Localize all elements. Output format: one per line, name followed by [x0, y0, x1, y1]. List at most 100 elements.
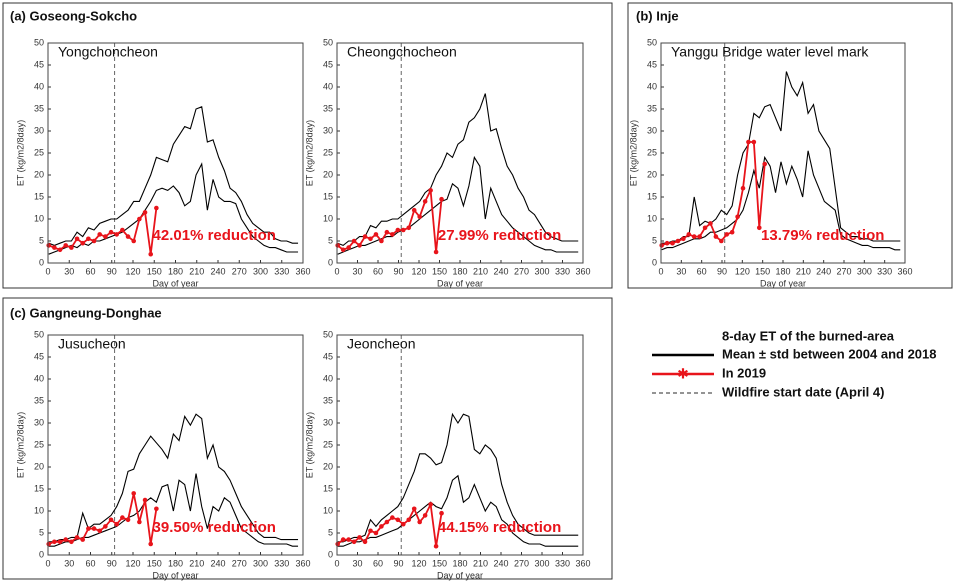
data-point	[411, 506, 417, 512]
data-point	[154, 205, 159, 211]
y-tick-label: 20	[647, 169, 657, 179]
data-point	[681, 236, 686, 242]
data-point	[362, 539, 368, 545]
data-point	[433, 249, 439, 255]
axes-frame	[336, 334, 584, 556]
x-tick-label: 150	[755, 266, 770, 276]
data-point	[351, 539, 357, 545]
x-tick-label: 90	[393, 558, 403, 568]
x-tick-label: 30	[352, 266, 362, 276]
x-tick-label: 180	[775, 266, 790, 276]
x-tick-label: 120	[411, 558, 426, 568]
data-point	[406, 517, 412, 523]
x-tick-label: 270	[232, 558, 247, 568]
y-tick-label: 25	[34, 439, 44, 449]
y-tick-label: 40	[34, 81, 44, 91]
data-point	[390, 515, 395, 520]
y-axis-label: ET (kg/m2/8day)	[304, 412, 314, 478]
x-tick-label: 0	[334, 266, 339, 276]
data-point	[373, 530, 379, 536]
series-line	[337, 155, 579, 255]
data-point	[751, 139, 757, 145]
data-point	[740, 185, 746, 191]
x-tick-label: 0	[658, 266, 663, 276]
x-tick-label: 150	[432, 558, 447, 568]
y-tick-label: 5	[328, 527, 333, 537]
data-point	[69, 539, 74, 545]
x-tick-label: 150	[147, 558, 162, 568]
x-tick-label: 30	[676, 266, 686, 276]
data-point	[417, 519, 422, 525]
y-tick-label: 50	[34, 329, 44, 339]
axes-frame	[47, 334, 304, 556]
y-tick-label: 25	[34, 147, 44, 157]
data-point	[428, 188, 433, 193]
data-point	[114, 232, 120, 237]
series-line	[48, 473, 299, 547]
data-point	[395, 517, 401, 523]
series-line	[48, 106, 299, 246]
data-point	[80, 240, 86, 246]
x-tick-label: 0	[45, 266, 50, 276]
y-tick-label: 20	[34, 169, 44, 179]
data-point	[103, 524, 108, 529]
data-point	[131, 491, 137, 496]
x-tick-label: 300	[857, 266, 872, 276]
legend-label: Wildfire start date (April 4)	[722, 384, 884, 399]
data-point	[63, 537, 69, 542]
data-point	[395, 227, 401, 233]
data-point	[664, 240, 670, 246]
x-tick-label: 90	[393, 266, 403, 276]
x-axis-label: Day of year	[152, 278, 198, 288]
annotation: 44.15% reduction	[438, 519, 561, 536]
x-tick-label: 240	[210, 266, 225, 276]
data-point	[340, 537, 346, 542]
data-point	[131, 238, 137, 244]
data-point	[686, 232, 692, 237]
legend-label: Mean ± std between 2004 and 2018	[722, 346, 937, 361]
data-point	[735, 214, 740, 220]
y-tick-label: 50	[647, 37, 657, 47]
x-tick-label: 60	[373, 266, 383, 276]
data-point	[422, 513, 428, 518]
data-point	[120, 515, 125, 520]
x-tick-label: 330	[555, 558, 570, 568]
panel-frame	[2, 297, 613, 580]
x-tick-label: 300	[534, 558, 549, 568]
data-point	[351, 238, 357, 244]
data-point	[422, 199, 428, 204]
y-tick-label: 15	[323, 483, 333, 493]
legend-title: 8-day ET of the burned-area	[722, 328, 895, 343]
x-tick-label: 300	[253, 266, 268, 276]
data-point	[142, 210, 148, 215]
y-tick-label: 15	[323, 191, 333, 201]
data-point	[108, 517, 114, 523]
data-point	[379, 524, 384, 529]
x-tick-label: 60	[373, 558, 383, 568]
x-tick-label: 360	[295, 558, 310, 568]
y-tick-label: 45	[323, 351, 333, 361]
panel-label: (c) Gangneung-Donghae	[10, 305, 162, 320]
x-tick-label: 180	[452, 266, 467, 276]
y-tick-label: 10	[34, 505, 44, 515]
data-point	[357, 535, 362, 540]
x-axis-label: Day of year	[760, 278, 806, 288]
data-point	[80, 537, 86, 542]
x-tick-label: 210	[473, 558, 488, 568]
x-tick-label: 210	[189, 558, 204, 568]
data-point	[57, 539, 63, 545]
y-tick-label: 0	[39, 549, 44, 559]
data-point	[103, 234, 108, 239]
chart-title: Cheongchocheon	[347, 44, 457, 60]
data-point	[91, 526, 97, 531]
x-tick-label: 0	[334, 558, 339, 568]
data-point	[91, 238, 97, 244]
data-point	[69, 245, 74, 250]
y-tick-label: 45	[34, 59, 44, 69]
data-point	[368, 528, 373, 534]
annotation: 42.01% reduction	[153, 227, 276, 244]
x-tick-label: 360	[897, 266, 912, 276]
data-point	[125, 517, 131, 523]
data-point	[713, 234, 719, 239]
legend-label: In 2019	[722, 365, 766, 380]
